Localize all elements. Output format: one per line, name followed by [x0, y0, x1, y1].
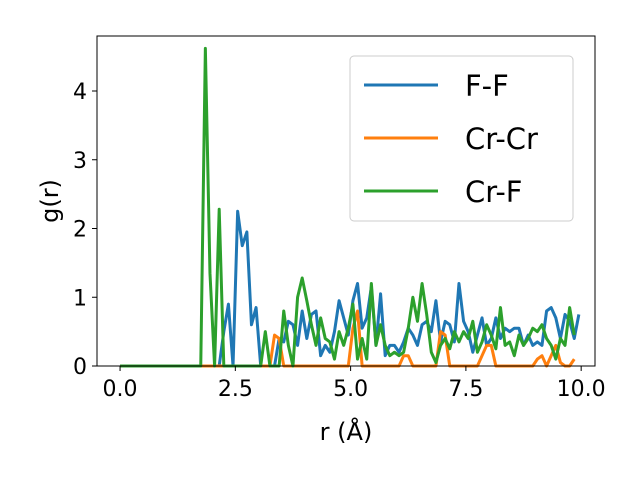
y-axis-label: g(r) — [36, 179, 64, 223]
legend-box — [349, 55, 574, 222]
x-tick-label: 10.0 — [557, 377, 606, 402]
y-axis: 0 1 2 3 4 — [73, 80, 97, 380]
x-tick-label: 0.0 — [103, 377, 138, 402]
legend-label-cr-f: Cr-F — [465, 175, 522, 209]
x-axis: 0.0 2.5 5.0 7.5 10.0 — [103, 366, 606, 402]
legend: F-F Cr-Cr Cr-F — [349, 55, 574, 222]
x-axis-label: r (Å) — [320, 417, 373, 446]
series-line-f-f — [120, 209, 581, 368]
legend-label-cr-cr: Cr-Cr — [465, 122, 538, 156]
legend-label-f-f: F-F — [465, 69, 509, 103]
y-tick-label: 0 — [73, 355, 87, 380]
series-line-cr-f — [120, 46, 576, 368]
plot-frame — [96, 35, 596, 367]
x-tick-label: 5.0 — [333, 377, 368, 402]
y-tick-label: 1 — [73, 286, 87, 311]
x-tick-label: 7.5 — [448, 377, 483, 402]
y-tick-label: 4 — [73, 80, 87, 105]
y-tick-label: 2 — [73, 218, 87, 243]
x-tick-label: 2.5 — [218, 377, 253, 402]
y-tick-label: 3 — [73, 149, 87, 174]
